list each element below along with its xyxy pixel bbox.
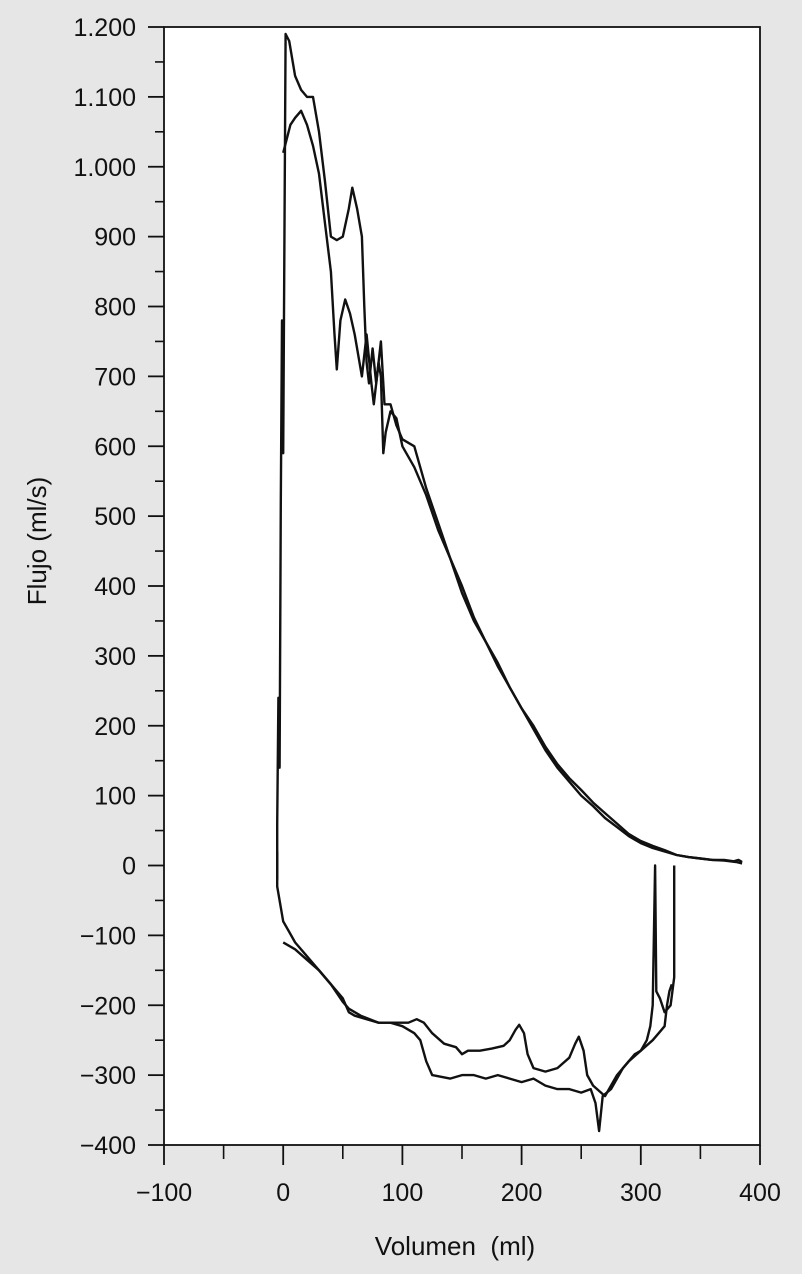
y-tick-label: 600 xyxy=(94,433,136,461)
y-axis-title: Flujo (ml/s) xyxy=(22,477,52,606)
y-tick-label: 0 xyxy=(122,853,136,881)
y-tick-label: 1.100 xyxy=(73,84,136,112)
y-tick-label: −300 xyxy=(80,1062,136,1090)
y-tick-label: −200 xyxy=(80,992,136,1020)
x-axis-title: Volumen (ml) xyxy=(375,1231,535,1261)
series-line-4 xyxy=(282,941,673,1098)
y-tick-label: −100 xyxy=(80,922,136,950)
x-tick-label: 300 xyxy=(620,1179,662,1207)
series-line-3 xyxy=(282,109,743,865)
y-tick-label: 100 xyxy=(94,783,136,811)
y-tick-label: 500 xyxy=(94,503,136,531)
x-tick-label: −100 xyxy=(136,1179,192,1207)
x-tick-label: 200 xyxy=(501,1179,543,1207)
x-tick-label: 100 xyxy=(382,1179,424,1207)
x-tick-label: 0 xyxy=(276,1179,290,1207)
axis-ticks xyxy=(148,26,761,1165)
y-tick-label: 700 xyxy=(94,363,136,391)
y-tick-label: 300 xyxy=(94,643,136,671)
y-tick-label: 200 xyxy=(94,713,136,741)
y-tick-label: 1.000 xyxy=(73,154,136,182)
y-tick-label: 900 xyxy=(94,224,136,252)
tick-labels: 1.200 1.100 1.000 900 800 700 600 500 400 300 200 1… xyxy=(73,14,780,1207)
y-tick-label: 800 xyxy=(94,294,136,322)
y-tick-label: −400 xyxy=(80,1132,136,1160)
y-tick-label: 1.200 xyxy=(73,14,136,42)
x-tick-label: 400 xyxy=(739,1179,781,1207)
y-tick-label: 400 xyxy=(94,573,136,601)
data-series xyxy=(276,32,743,1133)
